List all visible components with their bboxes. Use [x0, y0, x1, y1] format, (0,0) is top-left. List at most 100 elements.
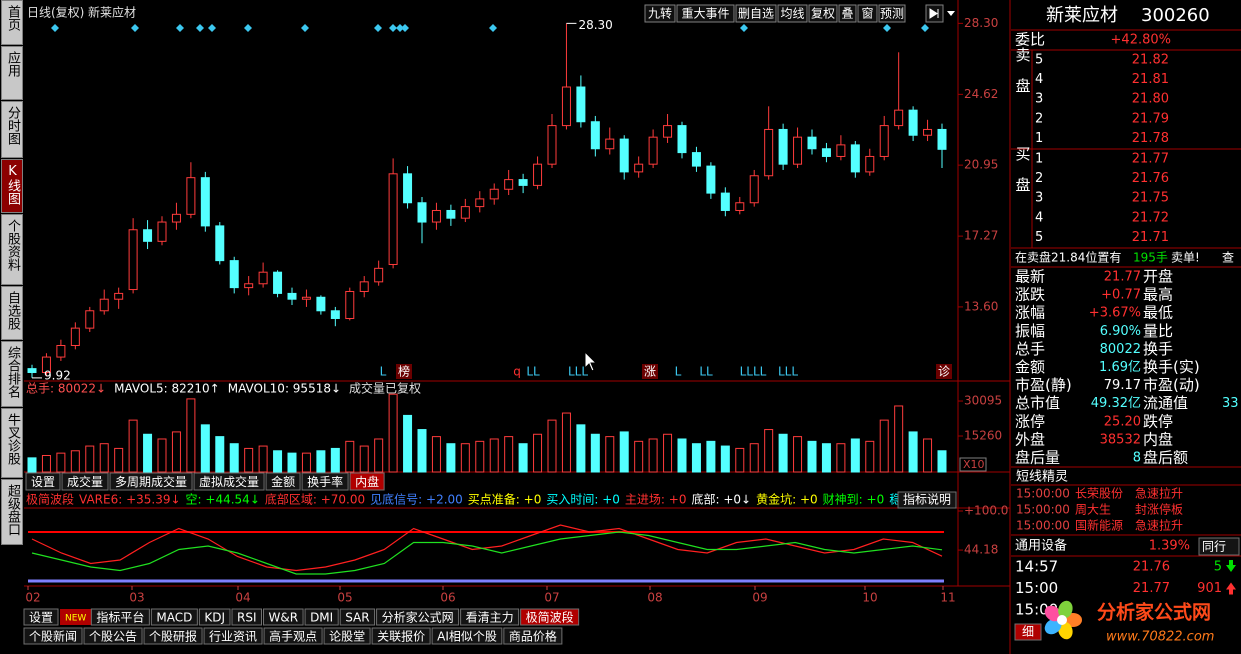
tab-label[interactable]: NEW [65, 614, 86, 624]
tab[interactable] [431, 627, 503, 645]
sidebar-tab[interactable]: 分时图 [1, 101, 23, 158]
toolbar-button[interactable] [644, 4, 676, 23]
help-button[interactable] [897, 491, 957, 509]
tab-label[interactable]: 个股新闻 [29, 629, 77, 644]
help-label[interactable]: 指标说明 [903, 492, 951, 507]
toolbar-label[interactable]: 窗 [861, 7, 873, 21]
tab[interactable] [263, 627, 323, 645]
toolbar-button[interactable] [878, 4, 906, 23]
tab[interactable] [376, 608, 460, 626]
tab-label[interactable]: W&R [269, 611, 299, 625]
toolbar-label[interactable]: 预测 [880, 7, 904, 21]
tab-label[interactable]: 行业资讯 [209, 630, 257, 644]
tab-label[interactable]: KDJ [204, 611, 225, 625]
event-diamond [389, 24, 397, 32]
bottom-tab[interactable] [1014, 623, 1042, 641]
toolbar-label[interactable]: 均线 [780, 7, 804, 21]
tab-label[interactable]: 设置 [29, 611, 53, 625]
sidebar-tab[interactable]: 自选股 [1, 286, 23, 340]
sprite-stock[interactable]: 长荣股份 [1075, 487, 1123, 501]
tab[interactable] [265, 472, 301, 491]
tab[interactable] [460, 608, 520, 626]
stat-label: 换手 [1143, 340, 1173, 358]
tab[interactable] [61, 472, 109, 491]
tab-label[interactable]: 虚拟成交量 [199, 474, 259, 489]
tab[interactable] [520, 608, 580, 626]
tab[interactable] [203, 627, 263, 645]
tab[interactable] [231, 608, 262, 626]
toolbar-label[interactable]: 重大事件 [681, 7, 729, 21]
tab-label[interactable]: 设置 [31, 475, 55, 489]
tab-label[interactable]: 分析家公式网 [382, 610, 454, 625]
sidebar-tab[interactable]: K线图 [1, 159, 23, 213]
candle-body [619, 138, 629, 173]
volume-bar [460, 443, 470, 473]
order-level: 2 [1035, 111, 1043, 126]
tab[interactable] [193, 472, 265, 491]
tab-label[interactable]: 极简波段 [526, 610, 574, 625]
toolbar-label[interactable]: 删自选 [738, 7, 774, 21]
tab-label[interactable]: RSI [237, 611, 257, 625]
tab[interactable] [198, 608, 231, 626]
tab[interactable] [263, 608, 304, 626]
tab[interactable] [90, 608, 150, 626]
sidebar-tab[interactable]: 应用 [1, 46, 23, 100]
toolbar-button[interactable] [857, 4, 878, 23]
sidebar-tab[interactable]: 超级盘口 [1, 479, 23, 545]
stat-value: 33 [1222, 396, 1239, 411]
tab[interactable] [301, 472, 349, 491]
tab-label[interactable]: 金额 [271, 474, 295, 489]
tab[interactable] [143, 627, 203, 645]
toolbar-button[interactable] [735, 4, 777, 23]
tab-label[interactable]: 高手观点 [269, 629, 317, 644]
tab-label[interactable]: 关联报价 [377, 629, 425, 644]
tab[interactable] [83, 627, 143, 645]
tab[interactable] [109, 472, 193, 491]
tab-label[interactable]: 指标平台 [96, 610, 144, 625]
tab[interactable] [25, 472, 61, 491]
toolbar-button[interactable] [777, 4, 808, 23]
toolbar-button[interactable] [808, 4, 838, 23]
tab-label[interactable]: 多周期成交量 [115, 474, 187, 489]
tab[interactable] [503, 627, 563, 645]
tab-label[interactable]: 论股堂 [329, 630, 365, 644]
sidebar-tab[interactable]: 综合排名 [1, 341, 23, 407]
tab[interactable] [349, 472, 385, 491]
notice-text[interactable]: 查 [1222, 251, 1234, 265]
tab[interactable] [150, 608, 198, 626]
tab[interactable] [323, 627, 371, 645]
bottom-tab-label[interactable]: 细 [1022, 625, 1034, 639]
peer-label[interactable]: 同行 [1202, 540, 1226, 554]
tab[interactable] [371, 627, 431, 645]
tab-label[interactable]: SAR [345, 611, 369, 625]
sidebar-tab[interactable]: 个股资料 [1, 214, 23, 285]
toolbar-button[interactable] [838, 4, 857, 23]
tab-label[interactable]: DMI [310, 611, 333, 625]
tab-label[interactable]: 换手率 [307, 474, 343, 489]
tab-label[interactable]: 内盘 [355, 474, 379, 489]
tab-label[interactable]: AI相似个股 [437, 630, 497, 644]
tab[interactable] [60, 609, 92, 625]
sidebar-tab[interactable]: 牛叉诊股 [1, 408, 23, 478]
toolbar-label[interactable]: 复权 [811, 7, 835, 21]
tab-label[interactable]: 个股研报 [149, 629, 197, 644]
sprite-stock[interactable]: 国新能源 [1075, 518, 1123, 533]
tab-label[interactable]: 商品价格 [509, 629, 557, 644]
toolbar-button[interactable] [676, 4, 735, 23]
sidebar-tab[interactable]: 首页 [1, 0, 23, 45]
volume-bar [200, 424, 210, 473]
tab-label[interactable]: 看清主力 [466, 611, 514, 625]
tab[interactable] [23, 627, 83, 645]
sprite-stock[interactable]: 周大生 [1075, 503, 1111, 517]
tab[interactable] [23, 608, 59, 626]
tab-label[interactable]: 成交量 [67, 474, 103, 489]
tab[interactable] [339, 608, 376, 626]
peer-button[interactable] [1198, 537, 1240, 556]
indicator-legend: 黄金坑: +0 [756, 492, 818, 507]
toolbar-label[interactable]: 九转 [648, 6, 672, 21]
tab-label[interactable]: 个股公告 [89, 630, 137, 644]
stat-value: +3.67% [1089, 306, 1141, 321]
tab-label[interactable]: MACD [156, 611, 192, 625]
tab[interactable] [304, 608, 339, 626]
toolbar-label[interactable]: 叠 [841, 7, 853, 21]
